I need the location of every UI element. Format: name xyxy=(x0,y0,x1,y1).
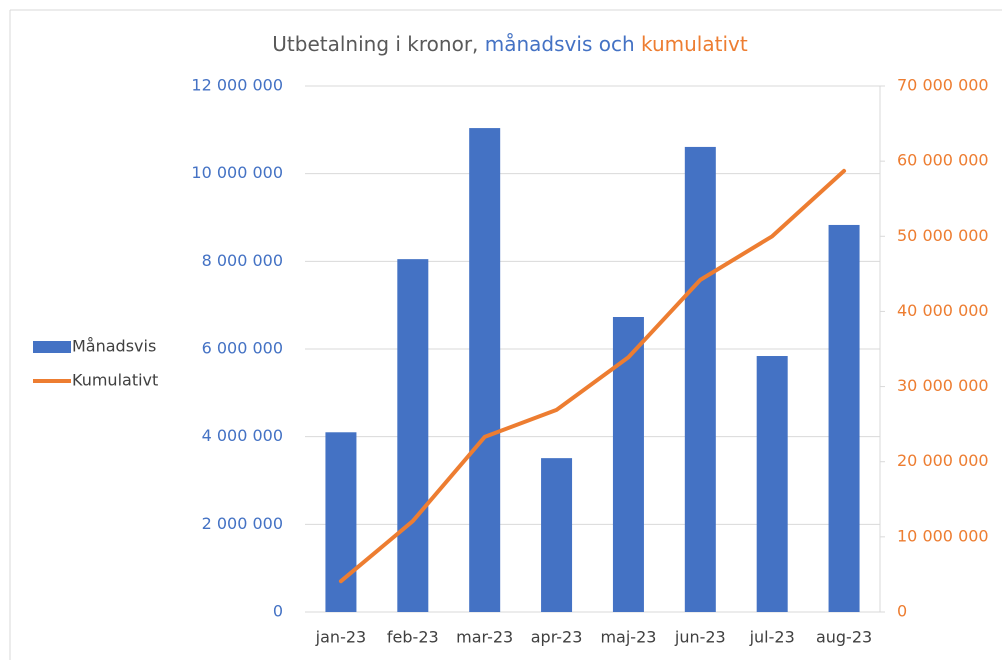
x-tick-label: jan-23 xyxy=(315,628,367,647)
y2-tick-label: 0 xyxy=(897,602,907,621)
title-part: månadsvis och xyxy=(485,32,635,56)
bar xyxy=(469,128,501,612)
title-part: Utbetalning i kronor, xyxy=(272,32,478,56)
bar xyxy=(756,356,788,612)
x-tick-label: jun-23 xyxy=(674,628,726,647)
y2-tick-label: 10 000 000 xyxy=(897,526,989,545)
chart-title: Utbetalning i kronor, månadsvis och kumu… xyxy=(272,32,748,56)
x-tick-label: apr-23 xyxy=(531,628,583,647)
y-tick-label: 10 000 000 xyxy=(191,163,283,182)
title-part: kumulativt xyxy=(641,32,748,56)
bar xyxy=(541,458,573,612)
y2-tick-label: 30 000 000 xyxy=(897,376,989,395)
y-tick-label: 6 000 000 xyxy=(202,339,283,358)
y-tick-label: 4 000 000 xyxy=(202,426,283,445)
x-tick-label: jul-23 xyxy=(749,628,795,647)
y-tick-label: 8 000 000 xyxy=(202,251,283,270)
bar xyxy=(397,259,429,612)
x-tick-label: feb-23 xyxy=(387,628,439,647)
x-tick-label: aug-23 xyxy=(816,628,872,647)
bar xyxy=(684,146,716,612)
legend-swatch xyxy=(33,341,71,353)
line xyxy=(338,168,847,584)
legend-label: Månadsvis xyxy=(72,337,156,356)
bar xyxy=(325,432,357,612)
legend-label: Kumulativt xyxy=(72,371,158,390)
y2-tick-label: 40 000 000 xyxy=(897,301,989,320)
y-tick-label: 0 xyxy=(273,602,283,621)
x-tick-label: maj-23 xyxy=(600,628,656,647)
y2-tick-label: 20 000 000 xyxy=(897,451,989,470)
y2-tick-label: 70 000 000 xyxy=(897,76,989,95)
y-tick-label: 2 000 000 xyxy=(202,514,283,533)
bar xyxy=(828,224,860,612)
y2-tick-label: 50 000 000 xyxy=(897,226,989,245)
y-tick-label: 12 000 000 xyxy=(191,76,283,95)
bar xyxy=(612,317,644,612)
y2-tick-label: 60 000 000 xyxy=(897,151,989,170)
x-tick-label: mar-23 xyxy=(456,628,513,647)
